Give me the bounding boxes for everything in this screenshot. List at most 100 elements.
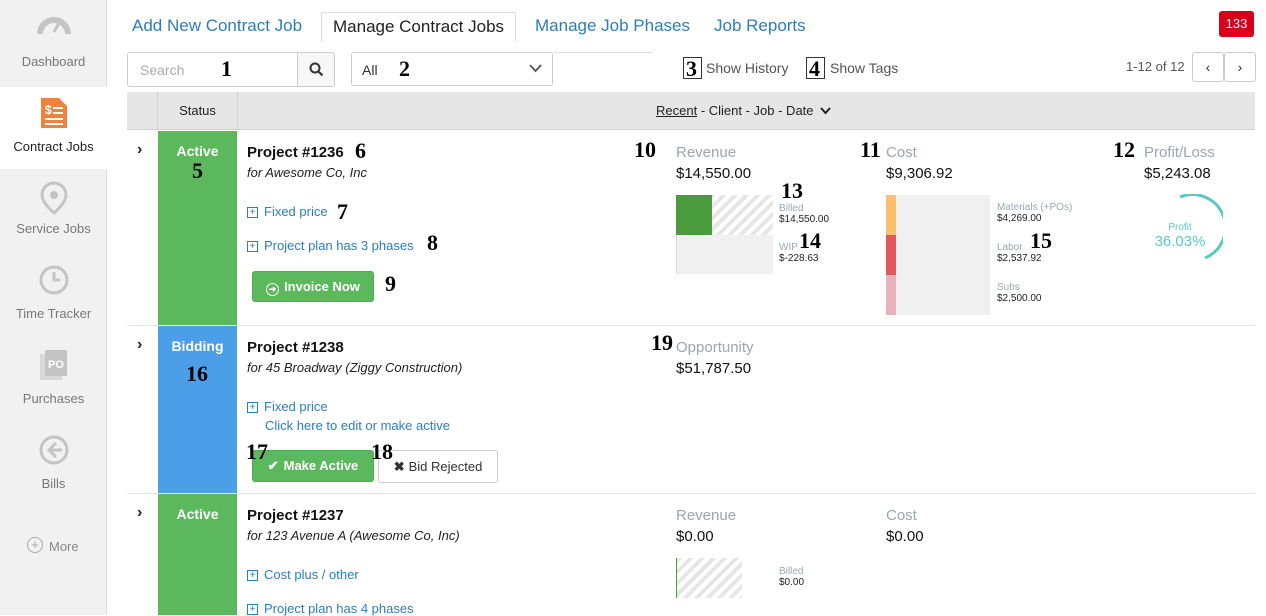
phases-link[interactable]: + Project plan has 3 phases [247, 238, 414, 253]
annotation-marker: 19 [651, 330, 673, 355]
pricing-link[interactable]: + Cost plus / other [247, 567, 359, 582]
opportunity-value: $51,787.50 [676, 360, 752, 377]
po-icon: PO [40, 350, 67, 380]
revenue-label: Revenue [676, 144, 737, 161]
status-filter-select[interactable]: All [351, 52, 553, 86]
tab-add-new-contract-job[interactable]: Add New Contract Job [132, 16, 303, 35]
status-column-header: Status [179, 103, 216, 118]
labor-info: Labor $2,537.92 [997, 242, 1042, 264]
billed-info: Billed $0.00 [779, 566, 805, 588]
table-row: › Active Project #1236 for Awesome Co, I… [127, 131, 1255, 326]
annotation-marker: 17 [246, 439, 268, 464]
sort-recent-link[interactable]: Recent [656, 103, 698, 118]
pricing-link[interactable]: + Fixed price [247, 399, 328, 414]
annotation-marker: 13 [781, 178, 803, 203]
annotation-marker: 12 [1113, 137, 1135, 162]
tab-manage-job-phases[interactable]: Manage Job Phases [535, 16, 690, 35]
table-header: Status Recent - Client - Job - Date [127, 92, 1255, 130]
sidebar-item-bills[interactable]: Bills [0, 424, 107, 509]
annotation-marker: 6 [355, 138, 366, 163]
profit-percent: 36.03% [1154, 233, 1206, 250]
invoice-now-button[interactable]: ➜ Invoice Now [252, 271, 374, 302]
plus-circle-icon: + [27, 537, 43, 553]
cost-value: $9,306.92 [886, 165, 953, 182]
sort-control[interactable]: Recent - Client - Job - Date [656, 103, 831, 118]
revenue-label: Revenue [676, 507, 737, 524]
status-badge: Bidding [158, 326, 237, 493]
next-page-button[interactable]: › [1224, 52, 1256, 82]
sidebar-more[interactable]: + More [0, 537, 107, 557]
clock-icon [39, 265, 69, 295]
top-nav: Add New Contract Job Manage Contract Job… [107, 0, 1266, 50]
plus-square-icon: + [247, 207, 258, 219]
chevron-right-icon: › [1237, 59, 1243, 75]
gauge-icon [37, 17, 71, 35]
cost-value: $0.00 [886, 528, 924, 545]
annotation-marker-box: 4 [806, 57, 825, 80]
profit-label: Profit [1168, 222, 1192, 233]
wip-info: WIP $-228.63 [779, 242, 819, 264]
phases-link[interactable]: + Project plan has 4 phases [247, 601, 414, 616]
cost-label: Cost [886, 144, 917, 161]
job-title[interactable]: Project #1238 [247, 339, 344, 356]
profit-loss-label: Profit/Loss [1144, 144, 1215, 161]
expand-chevron-icon[interactable]: › [137, 504, 143, 521]
subs-bar [886, 275, 896, 315]
svg-text:PO: PO [48, 359, 64, 371]
pricing-link[interactable]: + Fixed price [247, 204, 328, 219]
edit-bid-link[interactable]: Click here to edit or make active [265, 418, 450, 433]
header-divider [237, 92, 238, 130]
annotation-marker: 1 [221, 56, 232, 81]
annotation-marker: 8 [427, 230, 438, 255]
labor-bar [886, 235, 896, 275]
opportunity-label: Opportunity [676, 339, 754, 356]
search-input[interactable]: Search [127, 52, 298, 87]
revenue-value: $0.00 [676, 528, 714, 545]
search-button[interactable] [297, 52, 335, 87]
annotation-marker: 5 [192, 158, 203, 183]
job-title[interactable]: Project #1236 [247, 144, 344, 161]
cost-label: Cost [886, 507, 917, 524]
check-icon: ✔ [267, 458, 279, 473]
annotation-marker: 2 [399, 56, 410, 81]
wip-bar [676, 235, 773, 274]
job-client: for Awesome Co, Inc [247, 165, 367, 180]
arrow-left-circle-icon [39, 435, 69, 465]
divider [553, 52, 653, 53]
job-client: for 123 Avenue A (Awesome Co, Inc) [247, 528, 460, 543]
bid-rejected-button[interactable]: ✖ Bid Rejected [378, 450, 498, 483]
expand-chevron-icon[interactable]: › [137, 336, 143, 353]
profit-gauge [1179, 194, 1223, 260]
annotation-marker: 16 [186, 361, 208, 386]
table-row: › Bidding Project #1238 for 45 Broadway … [127, 326, 1255, 494]
prev-page-button[interactable]: ‹ [1192, 52, 1224, 82]
job-title[interactable]: Project #1237 [247, 507, 344, 524]
invoice-icon: $ [41, 98, 67, 128]
billed-bar [676, 558, 742, 598]
search-icon [309, 62, 324, 77]
annotation-marker: 14 [799, 228, 821, 253]
table-row: › Active Project #1237 for 123 Avenue A … [127, 494, 1255, 616]
plus-square-icon: + [247, 570, 258, 582]
sidebar-item-time-tracker[interactable]: Time Tracker [0, 254, 107, 339]
sidebar-item-service-jobs[interactable]: Service Jobs [0, 169, 107, 254]
sidebar-item-purchases[interactable]: PO Purchases [0, 339, 107, 424]
billed-bar-fill [676, 195, 712, 235]
show-tags-checkbox[interactable]: Show Tags [830, 60, 899, 76]
annotation-marker: 11 [860, 137, 881, 162]
tab-manage-contract-jobs[interactable]: Manage Contract Jobs [321, 12, 517, 42]
tab-job-reports[interactable]: Job Reports [714, 16, 806, 35]
notification-badge[interactable]: 133 [1219, 11, 1254, 37]
header-divider [157, 92, 158, 130]
chevron-left-icon: ‹ [1205, 59, 1211, 75]
sidebar-item-contract-jobs[interactable]: $ Contract Jobs [0, 87, 107, 169]
sidebar-item-dashboard[interactable]: Dashboard [0, 0, 107, 87]
close-icon: ✖ [393, 459, 405, 474]
revenue-value: $14,550.00 [676, 165, 752, 182]
expand-chevron-icon[interactable]: › [137, 141, 143, 158]
make-active-button[interactable]: ✔ Make Active [252, 450, 374, 482]
chevron-down-icon [820, 107, 831, 115]
show-history-checkbox[interactable]: Show History [706, 60, 789, 76]
location-pin-icon [40, 181, 68, 215]
arrow-circle-right-icon: ➜ [266, 283, 280, 296]
